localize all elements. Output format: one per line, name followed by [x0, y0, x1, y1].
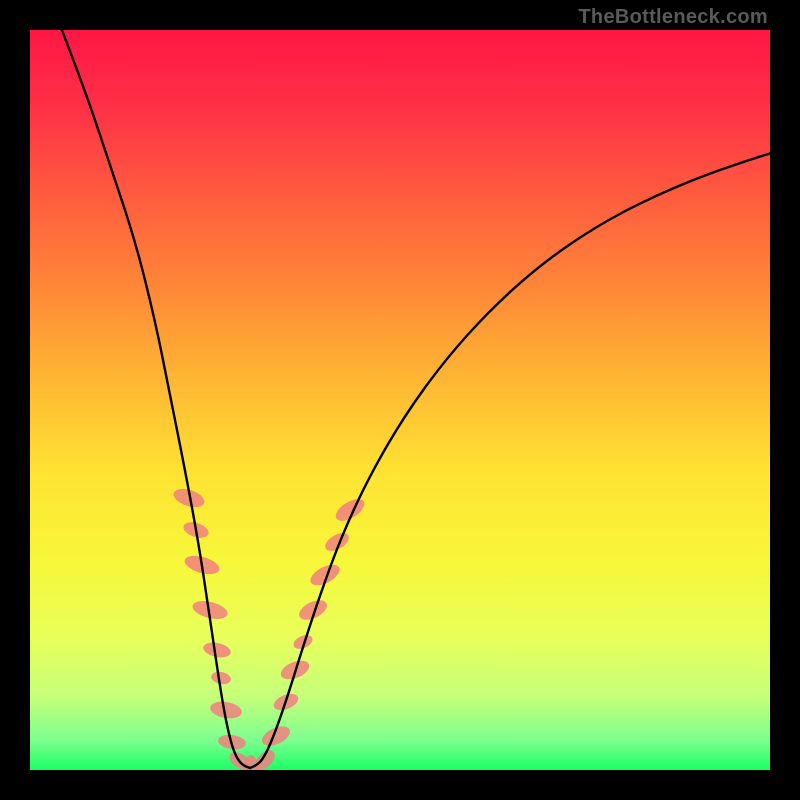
curve-marker	[210, 670, 232, 686]
bottleneck-curve	[30, 30, 770, 770]
chart-frame: TheBottleneck.com	[0, 0, 800, 800]
watermark-text: TheBottleneck.com	[578, 6, 768, 29]
curve-marker	[202, 640, 232, 660]
curve-marker	[307, 560, 343, 589]
curve-right-branch	[250, 152, 770, 768]
curve-markers	[171, 485, 367, 770]
plot-area	[30, 30, 770, 770]
